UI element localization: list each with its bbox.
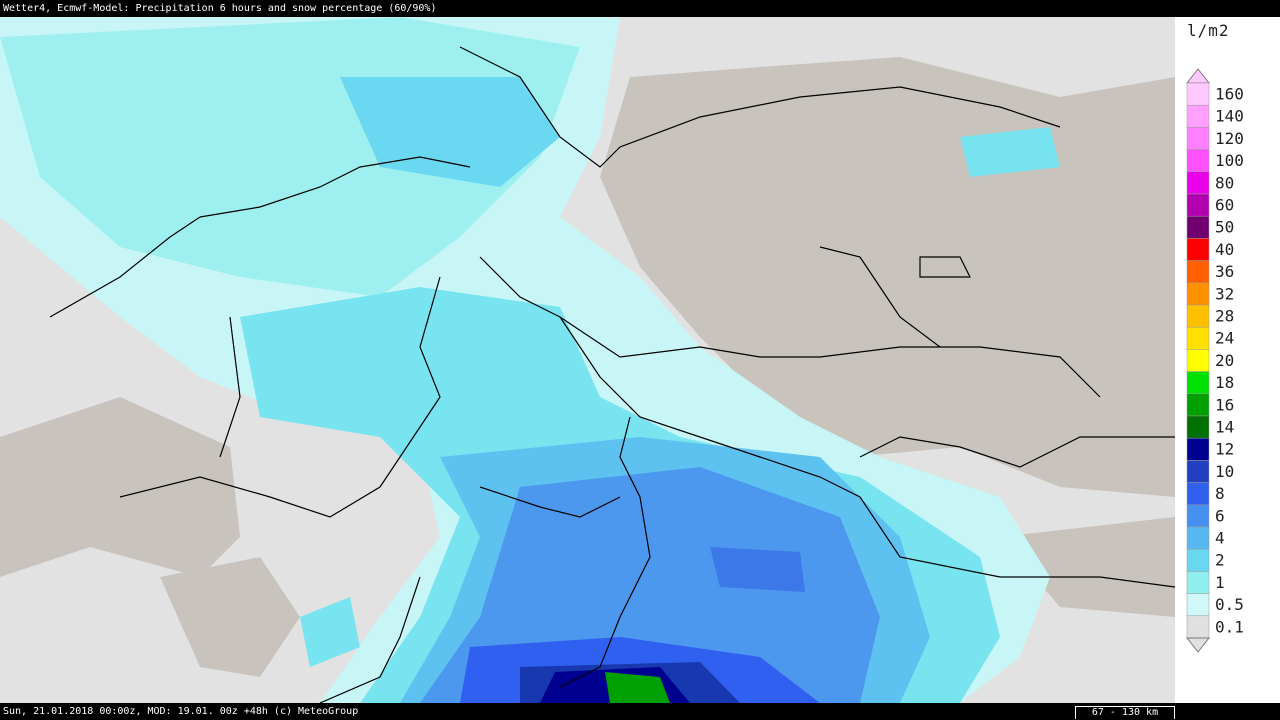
legend-swatch <box>1186 349 1210 372</box>
legend-label: 50 <box>1215 218 1234 237</box>
legend-swatch <box>1186 82 1210 106</box>
legend-swatch <box>1186 215 1210 239</box>
legend-label: 0.5 <box>1215 595 1244 614</box>
legend-label: 120 <box>1215 129 1244 148</box>
legend-label: 16 <box>1215 395 1234 414</box>
legend-label: 0.1 <box>1215 617 1244 636</box>
footer-info: Sun, 21.01.2018 00:00z, MOD: 19.01. 00z … <box>3 706 359 717</box>
legend-label: 1 <box>1215 573 1225 592</box>
header-title: Wetter4, Ecmwf-Model: Precipitation 6 ho… <box>3 3 437 14</box>
legend-label: 8 <box>1215 484 1225 503</box>
legend-swatch <box>1186 593 1210 617</box>
legend-label: 32 <box>1215 284 1234 303</box>
legend-arrow-top <box>1185 68 1211 84</box>
legend-label: 40 <box>1215 240 1234 259</box>
legend-swatch <box>1186 238 1210 261</box>
legend: l/m2 160 140 120 100 80 60 50 40 36 32 28 24 20 18 16 1… <box>1175 17 1280 703</box>
legend-swatch <box>1186 460 1210 483</box>
legend-swatch <box>1186 171 1210 195</box>
legend-swatch <box>1186 415 1210 439</box>
legend-label: 80 <box>1215 173 1234 192</box>
legend-label: 100 <box>1215 151 1244 170</box>
legend-swatch <box>1186 260 1210 284</box>
legend-swatch <box>1186 104 1210 128</box>
legend-label: 18 <box>1215 373 1234 392</box>
legend-arrow-bottom <box>1185 637 1211 653</box>
legend-scale: 1601401201008060504036322824201816141210… <box>1185 68 1244 653</box>
header-bar: Wetter4, Ecmwf-Model: Precipitation 6 ho… <box>0 0 1280 17</box>
legend-label: 6 <box>1215 506 1225 525</box>
legend-swatch <box>1186 504 1210 528</box>
legend-swatch <box>1186 571 1210 594</box>
legend-swatch <box>1186 615 1210 639</box>
legend-swatch <box>1186 437 1210 461</box>
map <box>0 17 1175 703</box>
legend-swatch <box>1186 482 1210 506</box>
legend-label: 10 <box>1215 462 1234 481</box>
legend-label: 12 <box>1215 440 1234 459</box>
legend-label: 4 <box>1215 529 1225 548</box>
legend-label: 2 <box>1215 551 1225 570</box>
legend-label: 24 <box>1215 329 1234 348</box>
footer-bar: Sun, 21.01.2018 00:00z, MOD: 19.01. 00z … <box>0 703 1280 720</box>
legend-unit: l/m2 <box>1187 21 1230 40</box>
legend-label: 160 <box>1215 85 1244 104</box>
legend-swatch <box>1186 393 1210 417</box>
legend-swatch <box>1186 304 1210 328</box>
legend-label: 140 <box>1215 107 1244 126</box>
legend-swatch <box>1186 548 1210 572</box>
legend-swatch <box>1186 282 1210 306</box>
legend-label: 36 <box>1215 262 1234 281</box>
legend-swatch <box>1186 193 1210 217</box>
legend-swatch <box>1186 127 1210 150</box>
legend-label: 14 <box>1215 418 1234 437</box>
map-scale: 67 - 130 km <box>1075 706 1175 719</box>
legend-swatch <box>1186 526 1210 550</box>
legend-label: 28 <box>1215 307 1234 326</box>
legend-swatch <box>1186 149 1210 173</box>
legend-swatch <box>1186 371 1210 395</box>
legend-label: 60 <box>1215 196 1234 215</box>
legend-label: 20 <box>1215 351 1234 370</box>
legend-swatch <box>1186 326 1210 350</box>
